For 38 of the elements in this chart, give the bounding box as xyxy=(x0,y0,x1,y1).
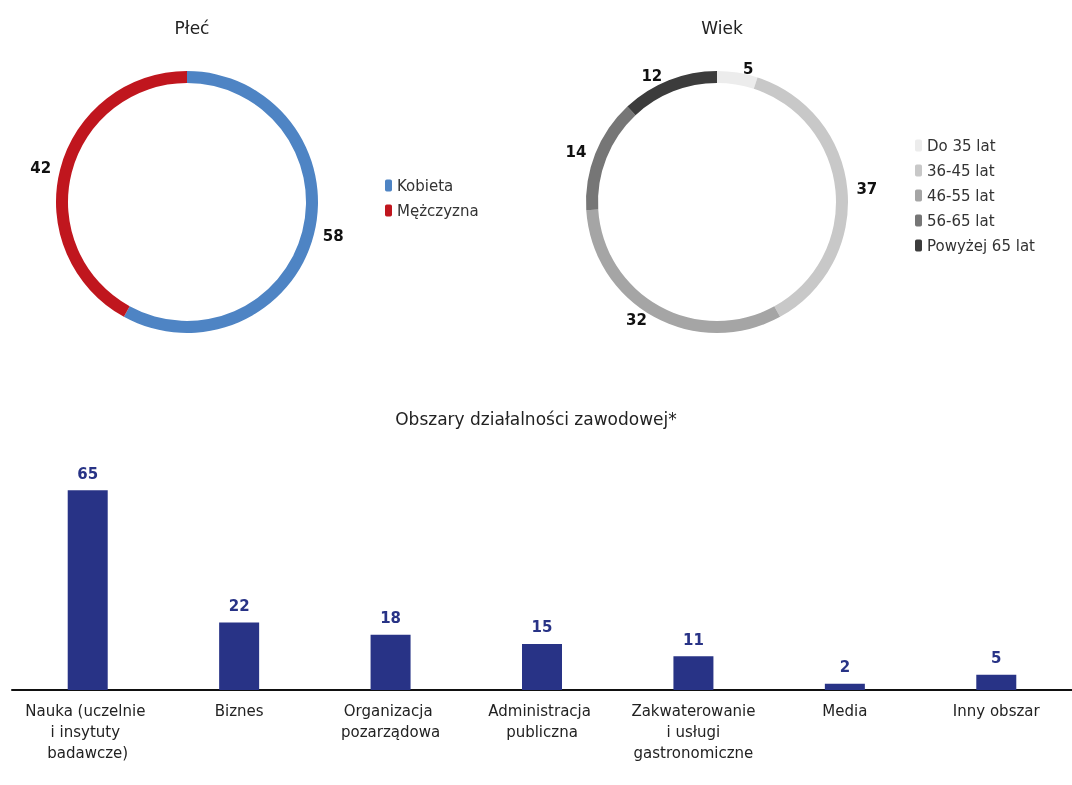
legend-label: Do 35 lat xyxy=(927,136,996,155)
data-label: 65 xyxy=(77,464,99,483)
x-tick-label: Biznes xyxy=(214,701,264,720)
chart-title: Obszary działalności zawodowej* xyxy=(395,408,677,429)
bar xyxy=(824,683,865,690)
x-tick-label: Administracja publiczna xyxy=(488,701,596,741)
bar xyxy=(370,634,411,690)
bar xyxy=(976,674,1017,690)
legend-label: Kobieta xyxy=(397,176,454,195)
data-label: 5 xyxy=(991,649,1002,668)
data-label: 2 xyxy=(839,658,851,677)
chart-title: Wiek xyxy=(701,17,743,38)
bar xyxy=(219,622,260,690)
data-label: 5 xyxy=(743,59,754,78)
data-label: 11 xyxy=(682,630,704,649)
x-tick-label: Media xyxy=(822,701,868,720)
data-label: 42 xyxy=(30,159,52,178)
data-label: 37 xyxy=(856,180,878,199)
data-label: 22 xyxy=(228,596,250,615)
x-tick-label: Zakwaterowanie i usługi gastronomiczne xyxy=(631,701,756,762)
bar xyxy=(522,643,562,690)
bar xyxy=(673,656,714,690)
legend-label: 36-45 lat xyxy=(927,161,995,180)
data-label: 15 xyxy=(531,618,553,637)
data-label: 32 xyxy=(626,311,647,330)
x-tick-label: Organizacja pozarządowa xyxy=(340,701,441,741)
chart-title: Płeć xyxy=(174,17,210,38)
data-label: 14 xyxy=(565,143,587,162)
x-tick-label: Inny obszar xyxy=(952,701,1041,720)
legend-label: 56-65 lat xyxy=(927,211,995,230)
data-label: 12 xyxy=(641,67,663,86)
legend-label: 46-55 lat xyxy=(927,186,995,205)
legend-label: Mężczyzna xyxy=(397,201,479,220)
data-label: 58 xyxy=(322,226,344,245)
data-label: 18 xyxy=(380,609,402,628)
bar xyxy=(67,490,108,690)
legend-label: Powyżej 65 lat xyxy=(927,236,1036,255)
x-tick-label: Nauka (uczelnie i insytuty badawcze) xyxy=(25,701,151,762)
